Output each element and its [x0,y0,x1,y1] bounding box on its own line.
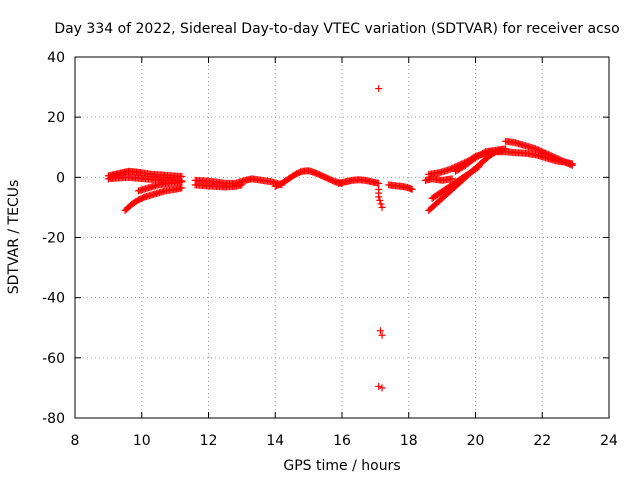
data-point [141,190,158,201]
series-arc-7 [271,167,346,190]
data-point [318,172,331,182]
x-tick-label: 20 [467,433,485,449]
y-tick-label: -20 [42,231,65,247]
data-point [231,181,245,190]
x-tick-label: 12 [200,433,218,449]
data-point [475,163,483,171]
series-arc-14 [428,163,483,202]
series-arc-6 [191,181,246,191]
data-point [378,331,386,339]
data-point [271,180,285,190]
data-point [522,142,538,152]
data-point [472,149,488,162]
data-point [375,185,383,197]
data-point [341,177,355,186]
x-tick-label: 24 [600,433,618,449]
series-arc-16 [502,137,576,169]
data-point [448,175,456,183]
data-point [378,203,386,211]
data-point [375,179,383,187]
series-arc-4 [134,178,186,195]
series-outliers [375,85,386,392]
y-tick-label: -60 [42,351,65,367]
data-point [128,197,141,208]
x-tick-label: 8 [71,433,80,449]
data-point [378,384,386,392]
x-tick-label: 18 [400,433,418,449]
data-point [445,162,461,174]
series-arc-10 [385,181,416,193]
data-point [311,169,325,179]
data-point [435,166,451,177]
data-point [134,193,148,204]
data-point [238,181,246,189]
data-point [568,161,576,169]
x-tick-label: 10 [133,433,151,449]
data-point [291,168,305,178]
data-point [178,184,186,192]
data-point [512,139,528,149]
grid [75,57,609,418]
y-tick-label: 20 [47,110,65,126]
series-arc-9 [375,185,386,211]
chart-title: Day 334 of 2022, Sidereal Day-to-day VTE… [54,21,619,37]
x-axis-label: GPS time / hours [283,458,400,474]
series-arc-11 [421,175,456,184]
x-tick-label: 14 [266,433,284,449]
data-point [451,162,468,175]
data-point [375,193,385,208]
data-point [375,382,383,390]
y-tick-label: -80 [42,411,65,427]
data-point [532,145,548,157]
x-tick-label: 16 [333,433,351,449]
plot-frame [74,56,610,419]
y-tick-label: 0 [56,170,65,186]
y-tick-label: 40 [47,50,65,66]
series-arc-8 [335,176,383,187]
axis-ticks: 8 10 12 14 16 18 20 22 24 -80 -60 -40 -20 0 20 40 [42,50,618,449]
data-point [151,187,168,198]
series-arc-15 [451,145,510,175]
series-arc-1 [104,167,186,180]
data-point [178,178,186,186]
x-tick-label: 22 [533,433,551,449]
series-arc-3 [121,184,186,214]
data-point [408,185,416,193]
data-point [478,153,492,166]
data-points [104,85,576,392]
data-point [144,181,161,192]
y-axis-label: SDTVAR / TECUs [6,180,22,295]
data-point [375,85,383,93]
data-point [562,158,575,169]
data-point [455,173,468,184]
data-point [492,145,508,154]
data-point [376,327,384,335]
y-tick-label: -40 [42,291,65,307]
data-point [502,145,510,153]
